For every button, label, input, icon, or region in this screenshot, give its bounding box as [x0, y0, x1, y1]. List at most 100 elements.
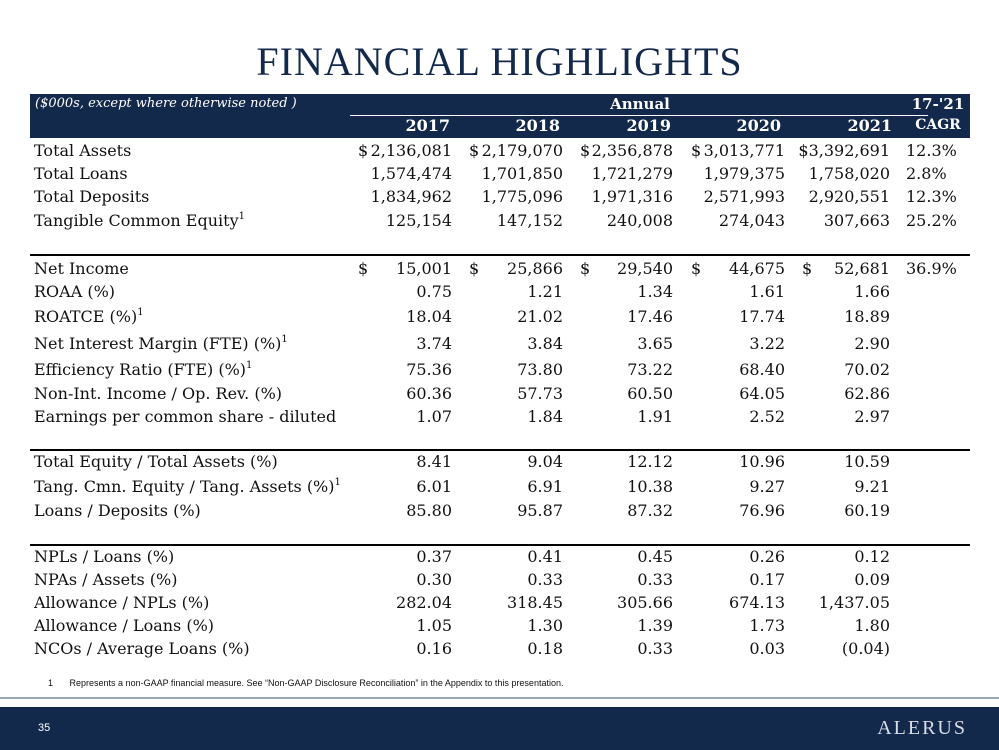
- dollar-sign: $: [358, 141, 369, 160]
- footnote-number: 1: [48, 678, 54, 688]
- table-row: Tangible Common Equity1 125,154 147,152 240…: [30, 210, 970, 232]
- cell-value: 44,675: [729, 259, 785, 278]
- table-row: Non-Int. Income / Op. Rev. (%) 60.36 57.73…: [30, 383, 970, 405]
- header-divider: [350, 115, 928, 116]
- cagr-value: 36.9%: [906, 259, 957, 278]
- footnote-marker: 1: [334, 477, 341, 488]
- row-label-text: ROAA (%): [34, 282, 116, 301]
- row-label: Efficiency Ratio (FTE) (%)1: [34, 359, 252, 381]
- dollar-sign: $: [580, 141, 591, 160]
- year-2017: 2017: [405, 116, 450, 135]
- cell-value: 0.33: [637, 570, 673, 589]
- footnote-marker: 1: [238, 211, 245, 222]
- row-label: NPAs / Assets (%): [34, 569, 177, 591]
- cell-value: 0.18: [527, 639, 563, 658]
- cell-value: 2.97: [854, 407, 890, 426]
- cell-value: 60.50: [627, 384, 673, 403]
- page-title: FINANCIAL HIGHLIGHTS: [256, 39, 743, 84]
- row-label: NCOs / Average Loans (%): [34, 638, 250, 660]
- row-label: Allowance / NPLs (%): [34, 592, 209, 614]
- cell-value: 0.75: [416, 282, 452, 301]
- cell-value: 70.02: [844, 360, 890, 379]
- row-label: Total Loans: [34, 163, 128, 185]
- cell-value: 3.84: [527, 334, 563, 353]
- cell-value: 3.65: [637, 334, 673, 353]
- cell-value: 1,758,020: [808, 164, 890, 183]
- table-row: Total Equity / Total Assets (%) 8.41 9.04 1…: [30, 451, 970, 473]
- cell-value: 3,013,771: [703, 141, 785, 160]
- cell-value: 147,152: [496, 211, 563, 230]
- row-label: Allowance / Loans (%): [34, 615, 214, 637]
- cell-value: 0.09: [854, 570, 890, 589]
- table-row: ROAA (%) 0.75 1.21 1.34 1.61 1.66: [30, 281, 970, 303]
- cagr-heading-years: 17-'21: [911, 95, 965, 113]
- footer-rule: [0, 697, 999, 699]
- row-label-text: NCOs / Average Loans (%): [34, 639, 250, 658]
- table-header: ($000s, except where otherwise noted ) A…: [30, 94, 970, 138]
- row-label-text: Efficiency Ratio (FTE) (%): [34, 360, 247, 379]
- row-label: Loans / Deposits (%): [34, 500, 201, 522]
- cell-value: 1,979,375: [703, 164, 785, 183]
- cell-value: 305.66: [617, 593, 673, 612]
- cell-value: 1.21: [527, 282, 563, 301]
- cell-value: 0.16: [416, 639, 452, 658]
- cell-value: 6.91: [527, 477, 563, 496]
- table-row: Total Deposits 1,834,962 1,775,096 1,971,31…: [30, 186, 970, 208]
- cell-value: 60.19: [844, 501, 890, 520]
- dollar-sign: $: [802, 259, 813, 278]
- cell-value: 125,154: [385, 211, 452, 230]
- cell-value: 2,920,551: [808, 187, 890, 206]
- year-2019: 2019: [626, 116, 671, 135]
- cell-value: 18.89: [844, 307, 890, 326]
- table-row: Total Assets $2,136,081 $2,179,070 $2,356,8…: [30, 140, 970, 162]
- cagr-heading: CAGR: [915, 117, 961, 133]
- cell-value: 2.52: [749, 407, 785, 426]
- row-label-text: Total Loans: [34, 164, 128, 183]
- footnote: 1 Represents a non-GAAP financial measur…: [48, 678, 563, 688]
- table-row: Efficiency Ratio (FTE) (%)1 75.36 73.80 73.…: [30, 359, 970, 381]
- row-label: Tangible Common Equity1: [34, 210, 245, 232]
- cell-value: 0.33: [527, 570, 563, 589]
- row-label: Tang. Cmn. Equity / Tang. Assets (%)1: [34, 476, 341, 498]
- cell-value: 15,001: [396, 259, 452, 278]
- cell-value: 1.05: [416, 616, 452, 635]
- table-row: Net Interest Margin (FTE) (%)1 3.74 3.84 3.…: [30, 333, 970, 355]
- cell-value: 0.17: [749, 570, 785, 589]
- cell-value: 85.80: [406, 501, 452, 520]
- cell-value: 274,043: [718, 211, 785, 230]
- cell-value: 240,008: [606, 211, 673, 230]
- cell-value: 0.12: [854, 547, 890, 566]
- footnote-marker: 1: [137, 307, 144, 318]
- cell-value: 2,179,070: [481, 141, 563, 160]
- cell-value: 9.04: [527, 452, 563, 471]
- cell-value: 17.46: [627, 307, 673, 326]
- cell-value: 75.36: [406, 360, 452, 379]
- year-2018: 2018: [515, 116, 560, 135]
- row-label-text: Non-Int. Income / Op. Rev. (%): [34, 384, 283, 403]
- section-divider: [30, 449, 970, 451]
- cell-value: 2,136,081: [370, 141, 452, 160]
- table-row: Earnings per common share - diluted 1.07 1…: [30, 406, 970, 428]
- cagr-value: 12.3%: [906, 141, 957, 160]
- cagr-value: 2.8%: [906, 164, 947, 183]
- row-label: Earnings per common share - diluted: [34, 406, 336, 428]
- dollar-sign: $: [691, 141, 702, 160]
- row-label: Net Income: [34, 258, 129, 280]
- row-label: NPLs / Loans (%): [34, 546, 174, 568]
- cell-value: 3.74: [416, 334, 452, 353]
- cell-value: 0.26: [749, 547, 785, 566]
- row-label-text: Allowance / Loans (%): [34, 616, 215, 635]
- cell-value: 64.05: [739, 384, 785, 403]
- cell-value: 18.04: [406, 307, 452, 326]
- cell-value: 1.84: [527, 407, 563, 426]
- cell-value: 1.61: [749, 282, 785, 301]
- cell-value: 1.91: [637, 407, 673, 426]
- cell-value: 1,437.05: [818, 593, 890, 612]
- cell-value: 73.80: [517, 360, 563, 379]
- cell-value: 9.27: [749, 477, 785, 496]
- row-label-text: Total Deposits: [34, 187, 150, 206]
- footnote-marker: 1: [281, 334, 288, 345]
- cell-value: 29,540: [617, 259, 673, 278]
- cell-value: 1.73: [749, 616, 785, 635]
- cell-value: 1,721,279: [591, 164, 673, 183]
